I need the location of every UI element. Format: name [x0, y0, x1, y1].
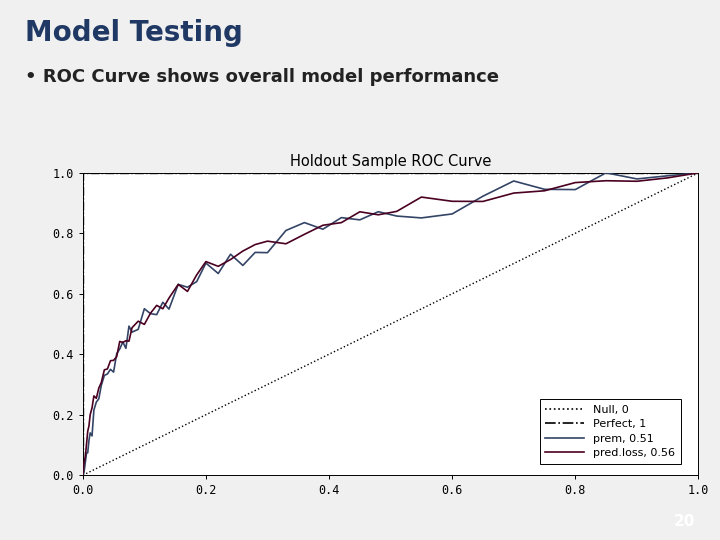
Legend: Null, 0, Perfect, 1, prem, 0.51, pred.loss, 0.56: Null, 0, Perfect, 1, prem, 0.51, pred.lo… — [540, 399, 680, 464]
Text: • ROC Curve shows overall model performance: • ROC Curve shows overall model performa… — [25, 68, 499, 85]
Text: 20: 20 — [673, 514, 695, 529]
Text: Model Testing: Model Testing — [25, 19, 243, 47]
Title: Holdout Sample ROC Curve: Holdout Sample ROC Curve — [290, 154, 491, 169]
